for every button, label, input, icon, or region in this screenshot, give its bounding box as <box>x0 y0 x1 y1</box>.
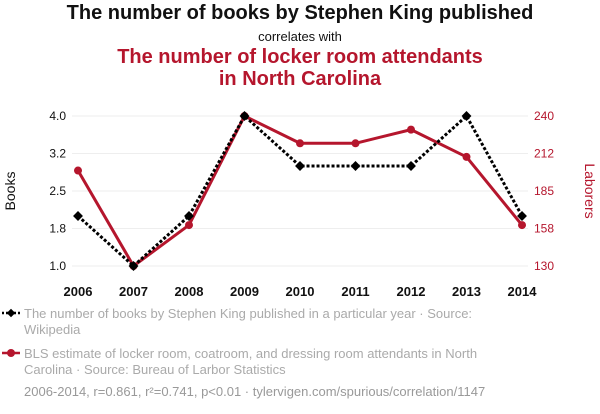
y-right-tick-label: 130 <box>534 259 554 273</box>
correlation-footer: 2006-2014, r=0.861, r²=0.741, p<0.01 · t… <box>24 384 486 399</box>
data-point-books <box>73 211 83 221</box>
x-tick-label: 2007 <box>119 284 148 299</box>
data-point-laborers <box>296 139 304 148</box>
y-left-tick-label: 4.0 <box>49 109 66 123</box>
data-point-laborers <box>185 221 193 230</box>
x-tick-label: 2008 <box>175 284 204 299</box>
legend-laborers-line2: Carolina · Source: Bureau of Larbor Stat… <box>24 362 286 377</box>
title2-line1: The number of locker room attendants <box>117 46 483 68</box>
data-point-books <box>517 211 527 221</box>
data-point-laborers <box>351 139 360 148</box>
x-tick-label: 2006 <box>64 284 93 299</box>
legend-swatch-laborers <box>2 349 20 357</box>
y-left-tick-label: 1.0 <box>49 259 66 273</box>
data-point-books <box>184 211 194 221</box>
x-tick-label: 2014 <box>508 284 538 299</box>
x-tick-label: 2012 <box>397 284 426 299</box>
y-right-tick-label: 185 <box>534 184 554 198</box>
x-tick-label: 2011 <box>341 284 369 299</box>
x-tick-label: 2010 <box>286 284 315 299</box>
data-point-laborers <box>407 125 415 134</box>
data-point-books <box>128 261 139 271</box>
y-left-tick-label: 1.8 <box>49 222 66 236</box>
line-chart: 1.0 1.8 2.5 3.2 4.0 130 158 185 212 240 2006 2007 20… <box>2 109 598 299</box>
y-right-axis-label: Laborers <box>582 163 598 218</box>
legend-books-line1: The number of books by Stephen King publ… <box>24 306 473 321</box>
data-point-books <box>461 111 472 121</box>
y-left-tick-label: 2.5 <box>49 184 66 198</box>
y-right-tick-label: 212 <box>534 147 554 161</box>
y-right-tick-label: 158 <box>534 222 554 236</box>
x-tick-label: 2009 <box>230 284 259 299</box>
data-point-books <box>350 161 361 171</box>
legend-laborers-line1: BLS estimate of locker room, coatroom, a… <box>24 346 478 361</box>
data-point-books <box>295 161 305 171</box>
title2-line2: in North Carolina <box>218 68 382 90</box>
x-tick-label: 2013 <box>452 284 481 299</box>
chart-title-secondary: The number of locker room attendants in … <box>0 46 600 90</box>
data-point-laborers <box>74 166 82 175</box>
legend-swatch-books <box>2 308 20 318</box>
data-point-books <box>406 161 416 171</box>
y-right-tick-label: 240 <box>534 109 554 123</box>
chart-title: The number of books by Stephen King publ… <box>66 2 534 24</box>
data-point-books <box>239 111 250 121</box>
y-left-tick-label: 3.2 <box>49 147 66 161</box>
data-point-laborers <box>518 221 526 230</box>
legend-books-line2: Wikipedia <box>24 322 81 337</box>
y-left-axis-label: Books <box>2 172 18 211</box>
data-point-laborers <box>462 152 471 161</box>
chart-subtitle: correlates with <box>258 29 342 44</box>
